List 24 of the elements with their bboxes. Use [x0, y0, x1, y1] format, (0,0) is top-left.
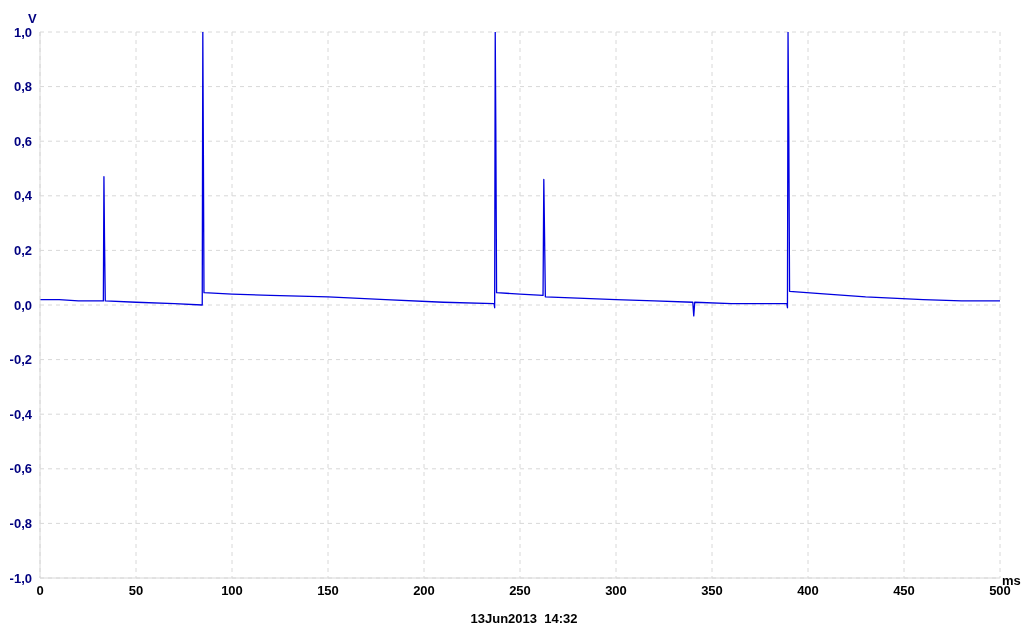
- x-axis-title: ms: [1002, 573, 1021, 588]
- y-tick-label: 0,6: [13, 133, 32, 149]
- x-tick-label: 400: [797, 583, 819, 599]
- y-tick-label: -0,4: [9, 406, 33, 422]
- x-tick-label: 250: [509, 583, 531, 599]
- y-tick-label: -0,2: [9, 352, 32, 368]
- x-tick-label: 0: [36, 583, 44, 599]
- y-tick-label: -1,0: [9, 570, 32, 586]
- y-tick-label: 1,0: [13, 24, 32, 40]
- y-tick-label: 0,2: [13, 243, 32, 259]
- x-tick-label: 350: [701, 583, 723, 599]
- x-tick-label: 150: [317, 583, 339, 599]
- y-tick-label: -0,6: [9, 461, 32, 477]
- y-tick-label: 0,0: [13, 297, 32, 313]
- x-tick-label: 200: [413, 583, 435, 599]
- x-tick-label: 300: [605, 583, 627, 599]
- y-tick-label: -0,8: [9, 516, 32, 532]
- y-axis-title: V: [28, 11, 37, 26]
- y-tick-label: 0,4: [13, 188, 33, 204]
- x-tick-label: 450: [893, 583, 915, 599]
- x-tick-label: 100: [221, 583, 243, 599]
- x-tick-label: 50: [128, 583, 144, 599]
- y-tick-label: 0,8: [13, 79, 32, 95]
- text: 13Jun2013 14:32: [469, 611, 579, 626]
